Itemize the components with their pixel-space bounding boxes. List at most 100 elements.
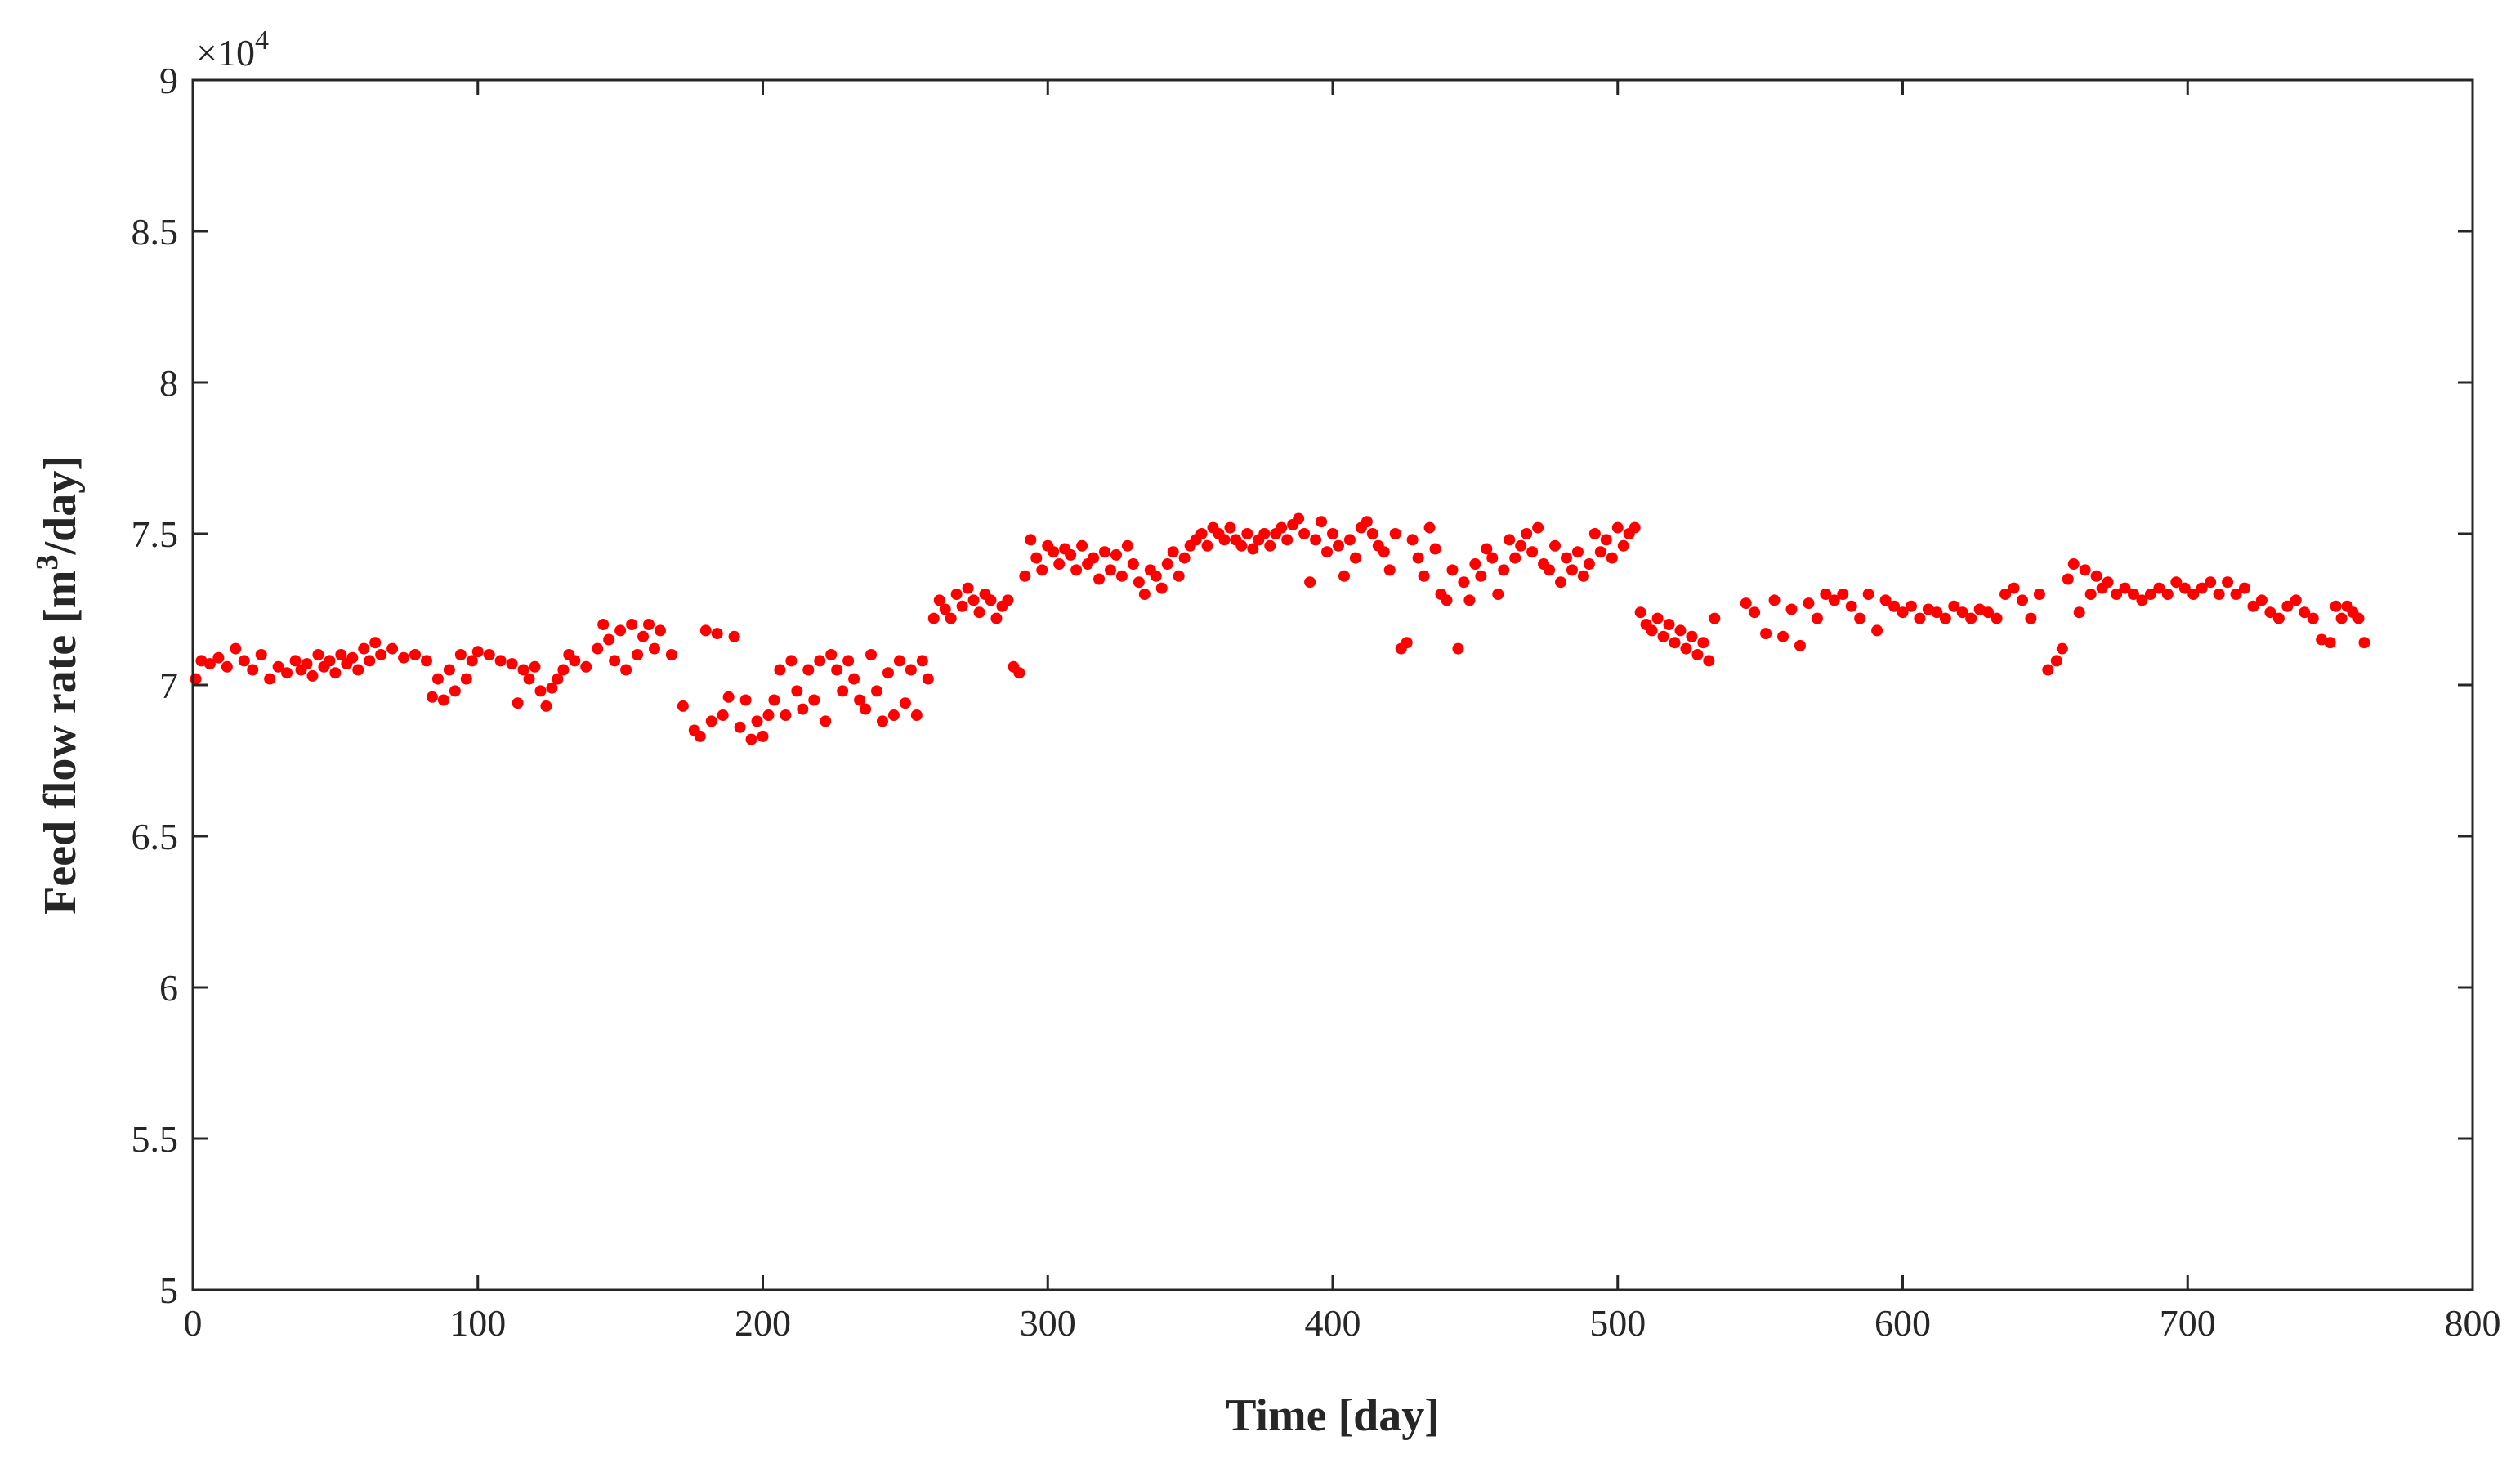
data-point [1076,539,1088,552]
data-point [2062,573,2074,585]
data-point [1749,606,1761,619]
data-point [552,673,564,685]
data-point [375,649,387,660]
data-point [1127,558,1139,570]
y-axis-title-end: /day] [35,455,86,555]
data-point [1235,539,1248,552]
data-point [1013,667,1025,679]
data-point [1888,600,1901,612]
x-axis-title: Time [day] [1226,1390,1440,1441]
data-point [1577,570,1589,582]
data-point [705,715,717,727]
data-point [797,703,809,715]
data-point [1803,597,1815,610]
data-point [728,630,740,642]
data-point [2102,576,2114,589]
data-point [281,667,293,679]
data-point [1195,528,1208,539]
data-point [2187,589,2200,600]
data-point [1343,534,1356,546]
data-point [1905,600,1917,612]
data-point [2073,606,2085,619]
data-point [1939,612,1951,624]
data-point [739,694,752,706]
data-point [820,715,832,727]
data-point [1820,589,1832,600]
data-point [1768,594,1781,606]
data-points [190,512,2370,745]
data-point [962,582,974,594]
data-point [398,651,410,664]
data-point [364,655,376,667]
x-tick-label: 100 [449,1302,506,1344]
data-point [887,709,900,721]
data-point [1070,564,1083,576]
data-point [1321,546,1334,558]
data-point [637,630,650,642]
data-point [1258,528,1271,539]
data-point [523,673,535,685]
data-point [540,700,552,712]
data-point [831,664,843,676]
data-point [1492,589,1504,600]
data-point [2358,637,2370,649]
data-point [2042,664,2054,676]
y-axis-title-sup: 3 [30,554,65,570]
y-tick-label: 5 [159,1269,178,1311]
data-point [1218,534,1231,546]
data-point [1583,558,1595,570]
data-point [1498,564,1510,576]
data-point [506,658,518,670]
data-point [386,642,399,655]
y-tick-label: 6 [159,967,178,1009]
data-point [460,673,472,685]
data-point [1617,539,1629,552]
data-point [1247,543,1259,555]
y-tick-label: 7.5 [132,513,179,555]
data-point [1697,637,1709,649]
data-point [1327,528,1338,539]
data-point [2330,600,2342,612]
data-point [1948,600,1960,612]
data-point [324,655,336,667]
y-axis-title-main: Feed flow rate [m [35,570,86,914]
data-point [1663,619,1675,630]
data-point [352,664,364,676]
data-point [1099,546,1110,558]
data-point [1760,628,1772,640]
data-point [1828,594,1840,606]
data-point [1646,624,1658,637]
data-point [1104,564,1116,576]
data-point [1571,546,1584,558]
data-point [1446,564,1459,576]
data-point [358,642,370,655]
data-point [717,709,729,721]
data-point [454,649,467,660]
data-point [939,603,951,615]
data-point [1931,606,1943,619]
data-point [1560,552,1572,564]
data-point [905,664,917,676]
y-axis-ticks: 5 5.5 6 6.5 7 7.5 8 8.5 9 [132,60,2473,1311]
data-point [1349,552,1361,564]
data-point [2079,564,2091,576]
data-point [1871,624,1883,637]
data-point [757,730,769,742]
data-point [2161,589,2174,600]
data-point [2290,594,2302,606]
data-point [2025,612,2037,624]
data-point [1611,521,1624,534]
data-point [643,619,655,630]
data-point [1469,558,1481,570]
data-point [1845,600,1857,612]
data-point [1555,576,1566,589]
data-point [1991,612,2003,624]
data-point [1600,534,1612,546]
data-point [420,655,432,667]
data-point [1036,564,1048,576]
data-point [1161,558,1173,570]
x-tick-label: 600 [1874,1302,1931,1344]
data-point [882,667,894,679]
data-point [494,655,507,667]
data-point [837,685,849,697]
